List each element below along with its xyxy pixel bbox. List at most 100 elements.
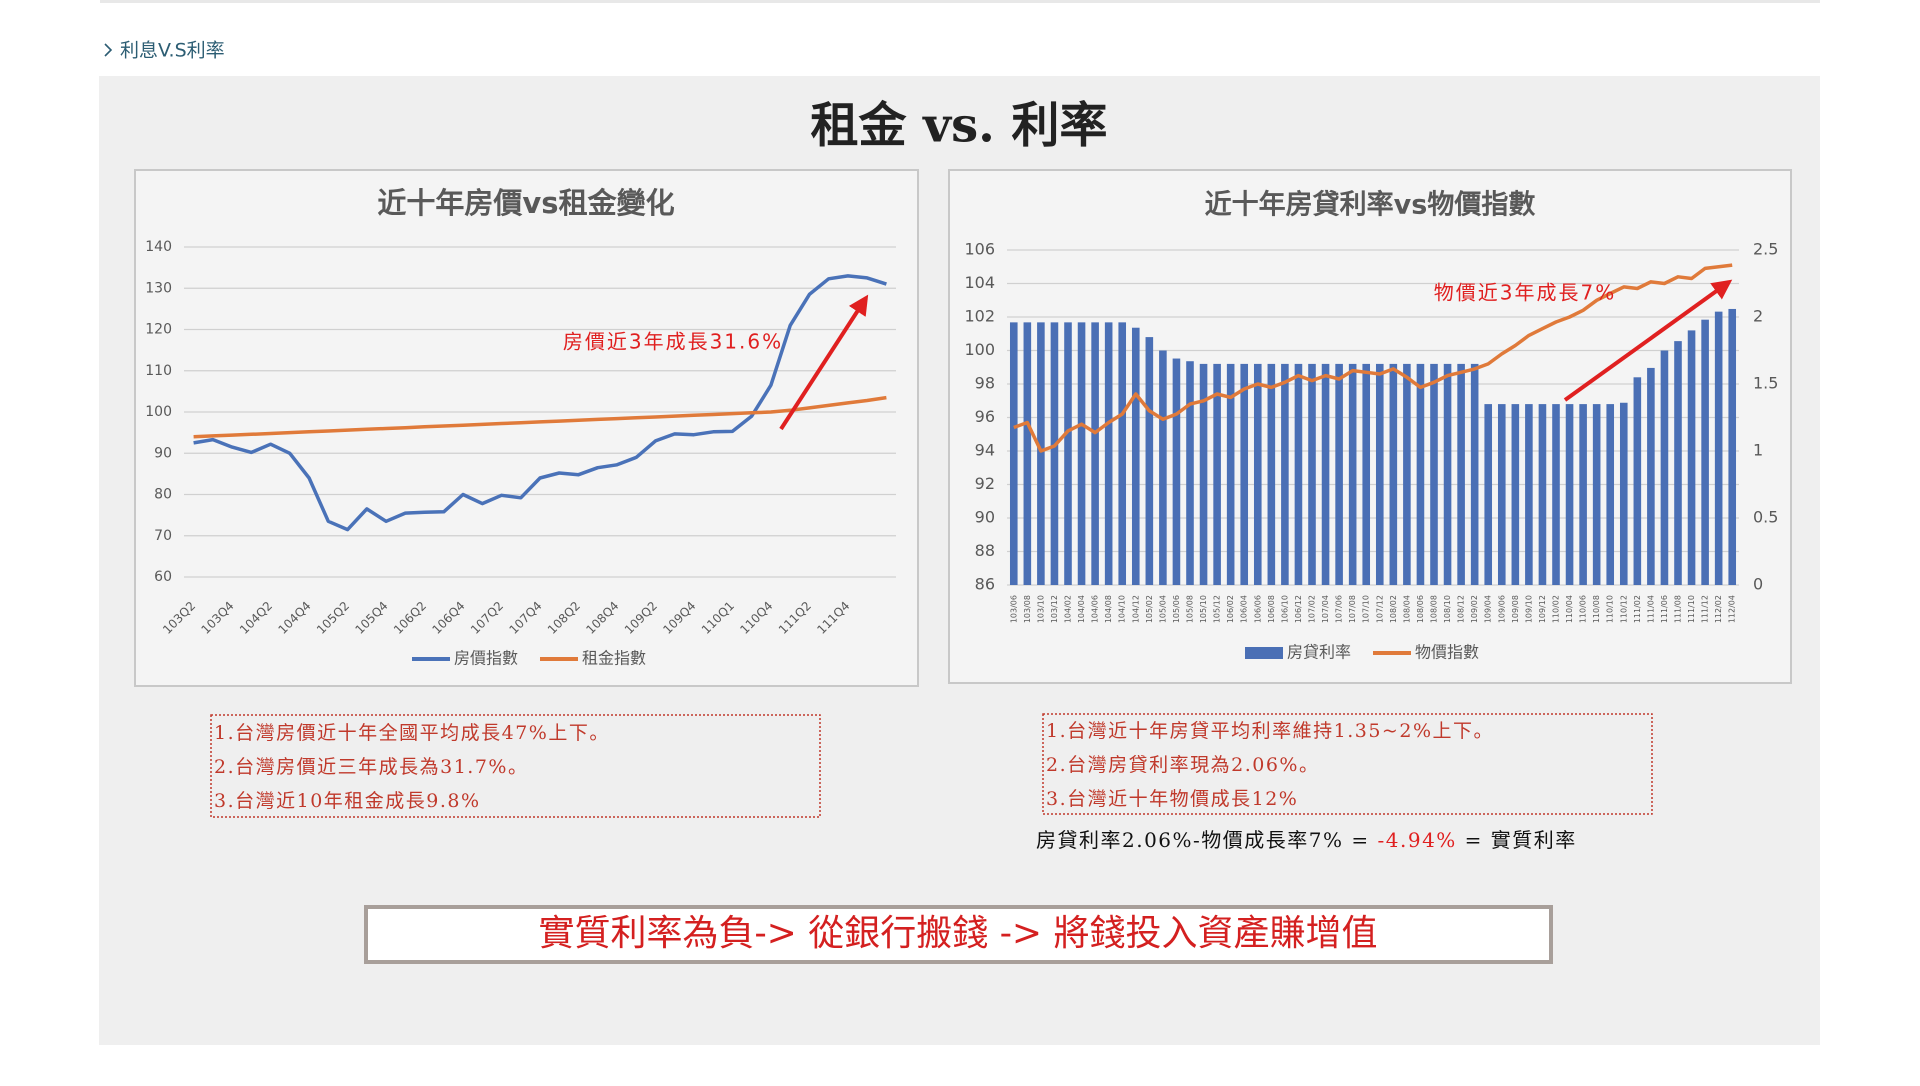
x-tick-label: 107/04	[1321, 595, 1330, 623]
x-tick-label: 111/10	[1687, 595, 1696, 623]
trend-arrow	[1563, 279, 1733, 402]
bar	[1714, 311, 1723, 585]
bar	[1457, 363, 1465, 585]
y-tick-label: 70	[154, 528, 172, 544]
bar	[1511, 404, 1520, 585]
note: 3.台灣近10年租金成長9.8%	[214, 790, 481, 812]
x-tick-label: 110/12	[1619, 595, 1628, 623]
x-tick-label: 104/02	[1064, 595, 1073, 623]
bar	[1619, 402, 1628, 585]
x-tick-label: 105/12	[1213, 595, 1222, 623]
legend-label: 租金指數	[582, 649, 646, 668]
bar	[1728, 308, 1737, 585]
x-tick-label: 106/04	[1240, 595, 1249, 623]
bar	[1525, 404, 1533, 585]
bar	[1321, 363, 1330, 585]
x-tick-label: 104/08	[1104, 595, 1113, 623]
bar	[1172, 358, 1181, 585]
y2-tick-label: 1.5	[1753, 374, 1778, 393]
notes-box	[1042, 713, 1653, 815]
bar	[1633, 377, 1642, 585]
x-tick-label: 105/02	[1145, 595, 1154, 623]
bar	[1077, 322, 1086, 585]
x-tick-label: 111/08	[1674, 595, 1683, 623]
bar	[1538, 404, 1547, 585]
x-tick-label: 104/06	[1091, 595, 1100, 623]
legend-swatch	[1245, 647, 1283, 659]
bar	[1159, 350, 1167, 585]
bar	[1091, 322, 1099, 585]
bar	[1226, 363, 1235, 585]
bar	[1037, 322, 1045, 585]
bar	[1443, 363, 1452, 585]
y2-tick-label: 0.5	[1753, 508, 1778, 527]
bar	[1348, 363, 1357, 585]
y-tick-label: 140	[145, 239, 172, 255]
x-tick-label: 104/10	[1118, 595, 1127, 623]
bar	[1606, 404, 1615, 585]
x-tick-label: 105/04	[1158, 595, 1167, 623]
bar	[1565, 404, 1574, 585]
y2-tick-label: 1	[1753, 441, 1763, 460]
x-tick-label: 110/06	[1579, 595, 1588, 623]
y-tick-label: 130	[145, 280, 172, 296]
chart-frame	[134, 169, 919, 687]
x-tick-label: 112/02	[1714, 595, 1723, 623]
x-tick-label: 104/04	[1077, 595, 1086, 623]
bar	[1484, 404, 1493, 585]
x-tick-label: 110/08	[1592, 595, 1601, 623]
bar	[1118, 322, 1127, 585]
bar	[1403, 363, 1411, 585]
x-tick-label: 106/02	[1226, 595, 1235, 623]
x-tick-label: 103/06	[1009, 595, 1018, 623]
bar	[1267, 363, 1276, 585]
line-series	[193, 274, 887, 532]
x-tick-label: 105/10	[1199, 595, 1208, 623]
x-tick-label: 109/04	[1484, 595, 1493, 623]
y-tick-label: 80	[154, 487, 172, 503]
x-tick-label: 107/10	[1362, 595, 1371, 623]
bar	[1579, 404, 1587, 585]
x-tick-label: 110/02	[1552, 595, 1561, 623]
y-tick-label: 96	[975, 407, 995, 426]
bar	[1552, 404, 1560, 585]
x-tick-label: 103/10	[1036, 595, 1045, 623]
y2-tick-label: 0	[1753, 575, 1763, 594]
y-tick-label: 120	[145, 322, 172, 338]
y-tick-label: 86	[975, 575, 995, 594]
bar	[1009, 322, 1018, 585]
bar	[1592, 404, 1601, 585]
y-tick-label: 102	[964, 307, 995, 326]
bar	[1389, 363, 1398, 585]
bar	[1253, 363, 1262, 585]
x-tick-label: 108/08	[1430, 595, 1439, 623]
bar	[1213, 363, 1221, 585]
bar	[1023, 322, 1032, 585]
x-tick-label: 107/06	[1335, 595, 1344, 623]
bar	[1362, 363, 1371, 585]
x-tick-label: 109/12	[1538, 595, 1547, 623]
x-tick-label: 109/10	[1524, 595, 1533, 623]
x-tick-label: 107/08	[1348, 595, 1357, 623]
x-tick-label: 108/10	[1443, 595, 1452, 623]
legend-label: 房價指數	[454, 649, 518, 668]
bar	[1497, 404, 1506, 585]
x-tick-label: 106/08	[1267, 595, 1276, 623]
y-tick-label: 92	[975, 474, 995, 493]
page-title: 租金 vs. 利率	[810, 98, 1107, 154]
x-tick-label: 111/04	[1646, 595, 1655, 623]
x-tick-label: 103/12	[1050, 595, 1059, 623]
note: 1.台灣近十年房貸平均利率維持1.35~2%上下。	[1046, 720, 1494, 742]
y-tick-label: 60	[154, 569, 172, 585]
bar	[1335, 363, 1343, 585]
legend-label: 房貸利率	[1287, 643, 1351, 662]
note: 2.台灣房貸利率現為2.06%。	[1046, 754, 1320, 776]
y-tick-label: 90	[975, 508, 995, 527]
y-tick-label: 106	[964, 240, 995, 259]
bar	[1430, 363, 1438, 585]
bar	[1145, 337, 1154, 585]
y-tick-label: 100	[964, 340, 995, 359]
x-tick-label: 104/12	[1131, 595, 1140, 623]
x-tick-label: 105/06	[1172, 595, 1181, 623]
